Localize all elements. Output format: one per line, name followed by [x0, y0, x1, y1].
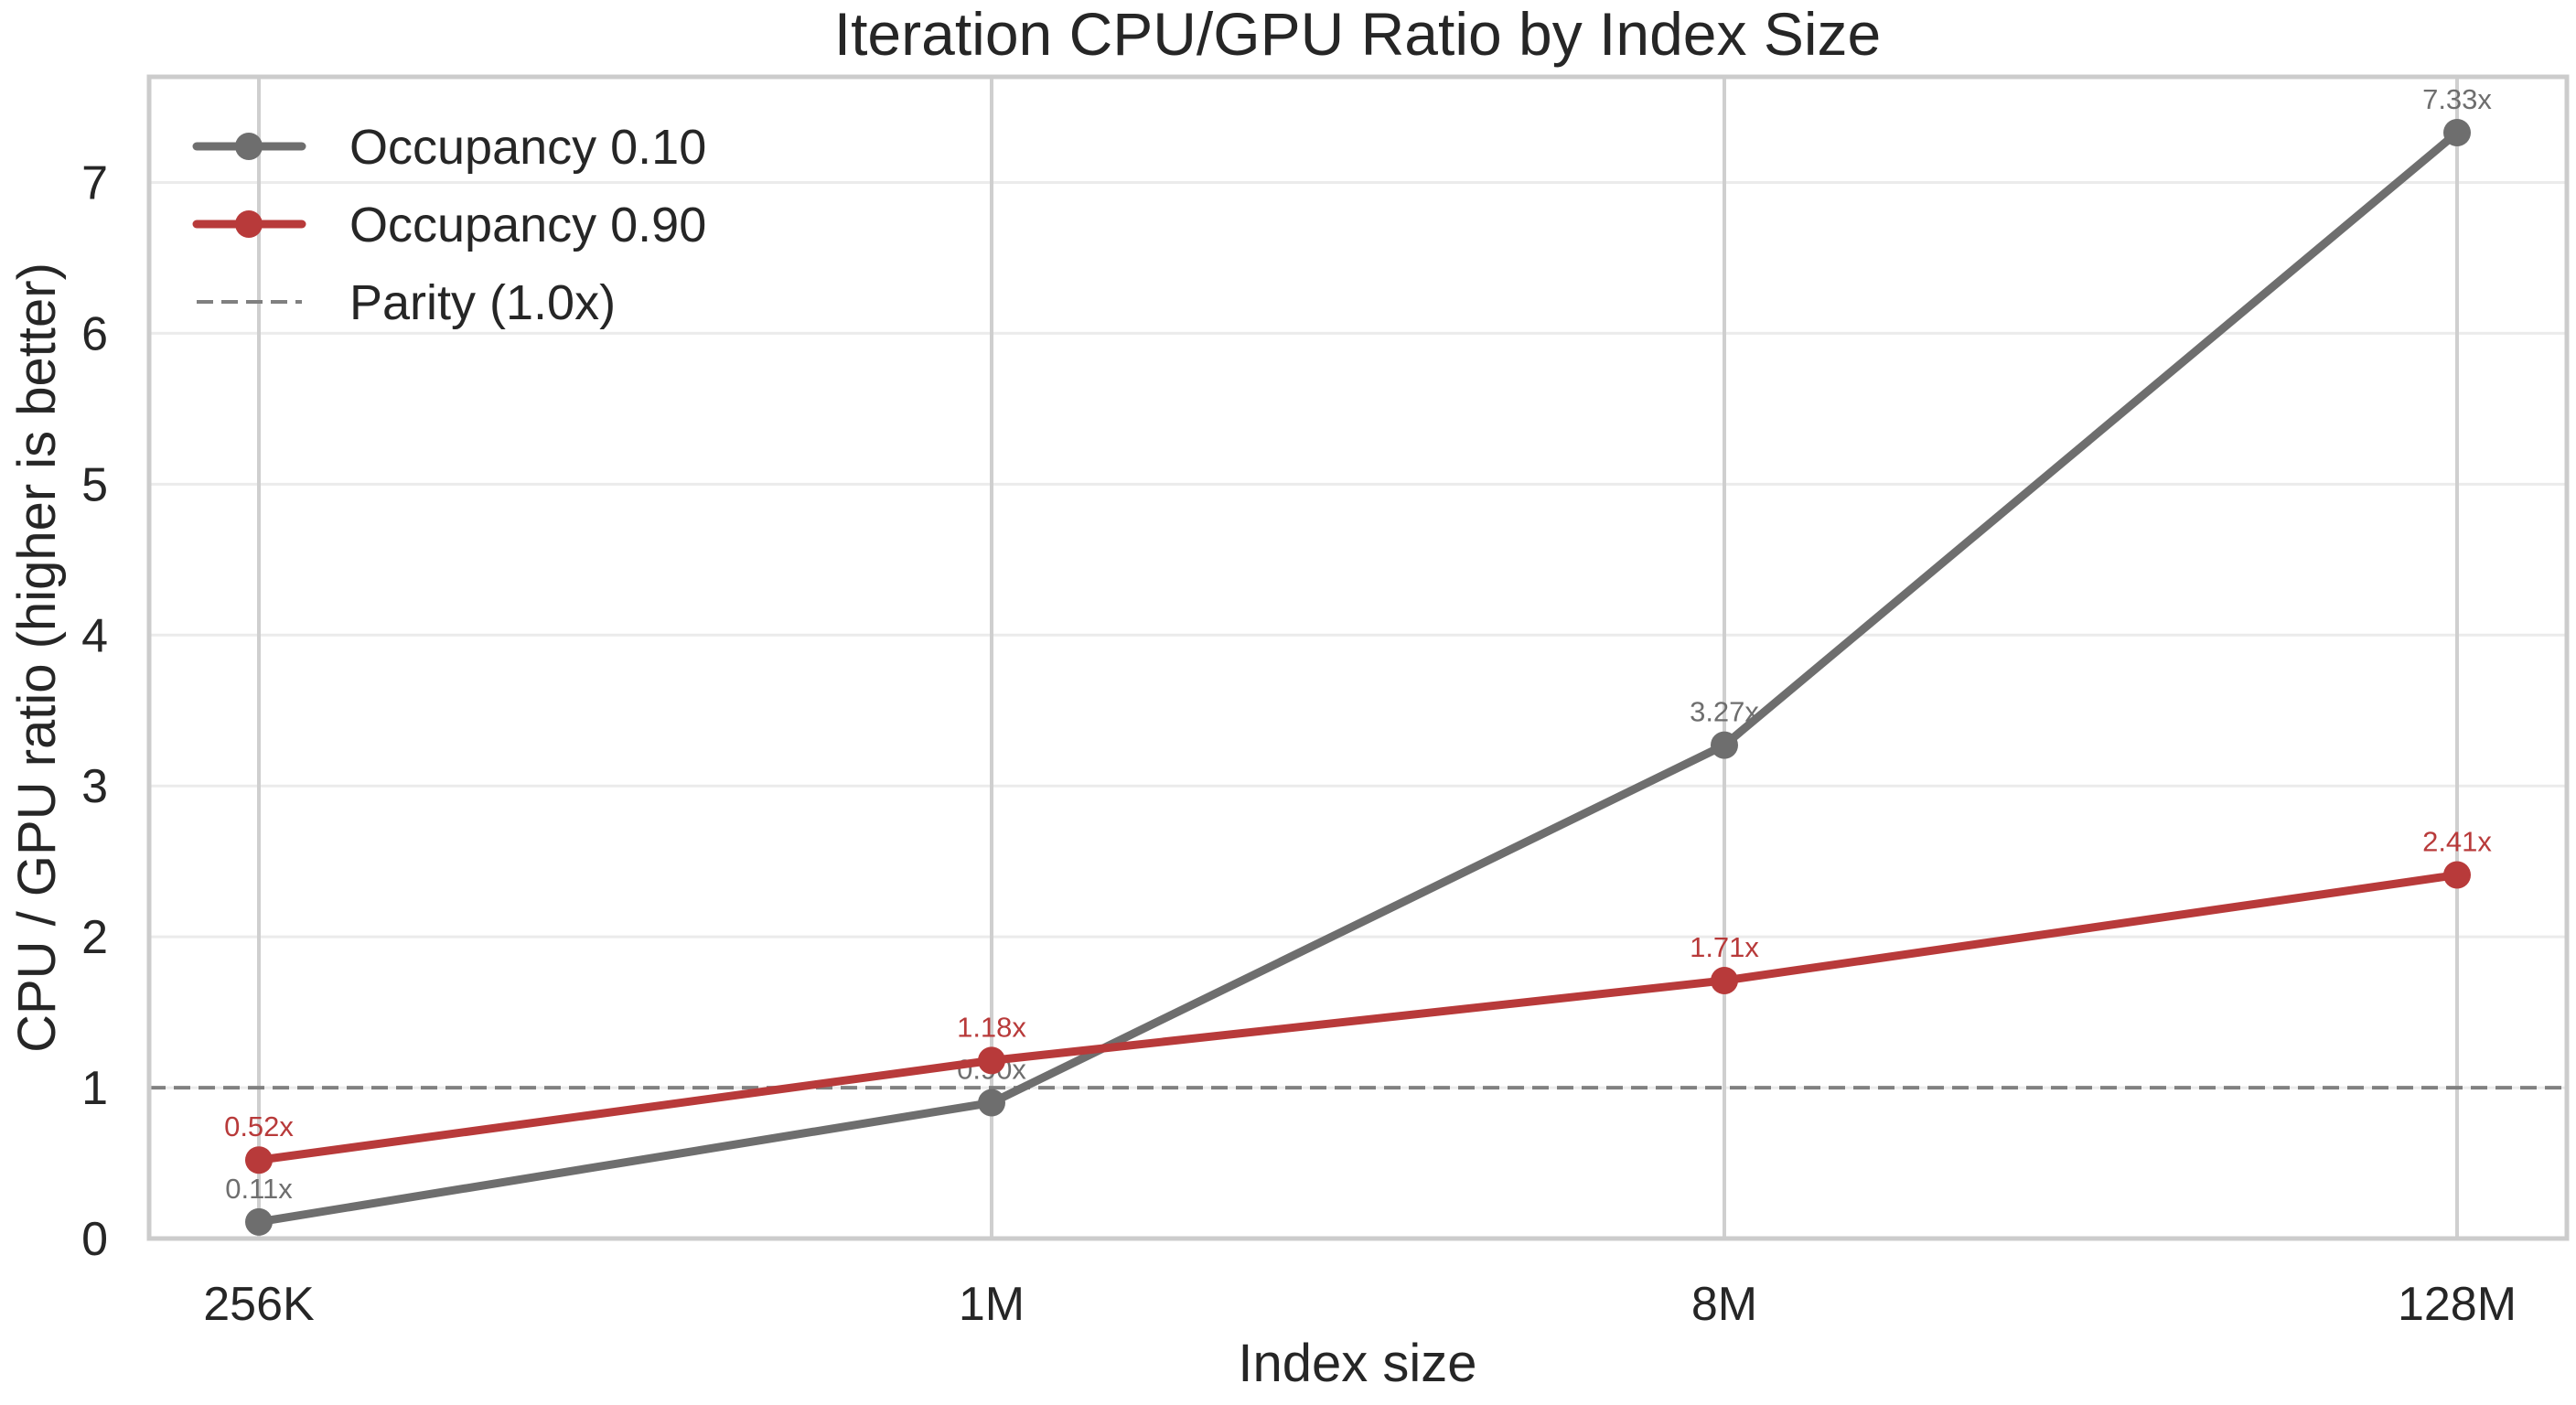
legend-label: Occupancy 0.10 — [349, 120, 706, 175]
y-tick-label: 1 — [81, 1062, 108, 1115]
legend-label: Occupancy 0.90 — [349, 198, 706, 252]
legend-marker — [235, 210, 263, 238]
y-tick-label: 0 — [81, 1213, 108, 1266]
y-tick-label: 5 — [81, 458, 108, 511]
ticks: 0 1 2 3 4 5 6 7 256K 1M 8M 128M — [81, 156, 2517, 1331]
y-axis-label: CPU / GPU ratio (higher is better) — [7, 263, 67, 1053]
y-tick-label: 2 — [81, 911, 108, 964]
data-point — [978, 1046, 1005, 1075]
data-label: 0.52x — [224, 1110, 294, 1142]
legend-label: Parity (1.0x) — [349, 275, 616, 330]
data-point — [2443, 861, 2471, 889]
data-label: 0.11x — [225, 1173, 293, 1205]
data-label: 7.33x — [2422, 83, 2492, 115]
x-tick-label: 1M — [959, 1278, 1025, 1331]
data-point — [978, 1089, 1005, 1117]
data-point — [245, 1207, 273, 1236]
chart-title: Iteration CPU/GPU Ratio by Index Size — [834, 0, 1882, 68]
data-point — [2443, 119, 2471, 147]
data-label: 1.71x — [1690, 931, 1759, 963]
x-axis-label: Index size — [1238, 1334, 1476, 1393]
legend: Occupancy 0.10 Occupancy 0.90 Parity (1.0x… — [192, 120, 706, 330]
data-point — [1711, 966, 1738, 994]
data-label: 1.18x — [957, 1011, 1026, 1043]
x-tick-label: 8M — [1691, 1278, 1757, 1331]
data-label: 2.41x — [2422, 826, 2492, 858]
grid — [149, 77, 2567, 1239]
data-point — [245, 1146, 273, 1174]
x-tick-label: 256K — [203, 1278, 315, 1331]
y-tick-label: 3 — [81, 760, 108, 813]
y-tick-label: 7 — [81, 156, 108, 209]
data-label: 3.27x — [1690, 696, 1759, 728]
legend-marker — [235, 133, 263, 160]
series-line-2 — [254, 871, 2462, 1164]
data-point — [1711, 731, 1738, 759]
y-tick-label: 4 — [81, 609, 108, 662]
x-tick-label: 128M — [2398, 1278, 2517, 1331]
y-tick-label: 6 — [81, 307, 108, 360]
series-line-1 — [254, 128, 2462, 1227]
plot-frame — [146, 74, 2570, 1241]
